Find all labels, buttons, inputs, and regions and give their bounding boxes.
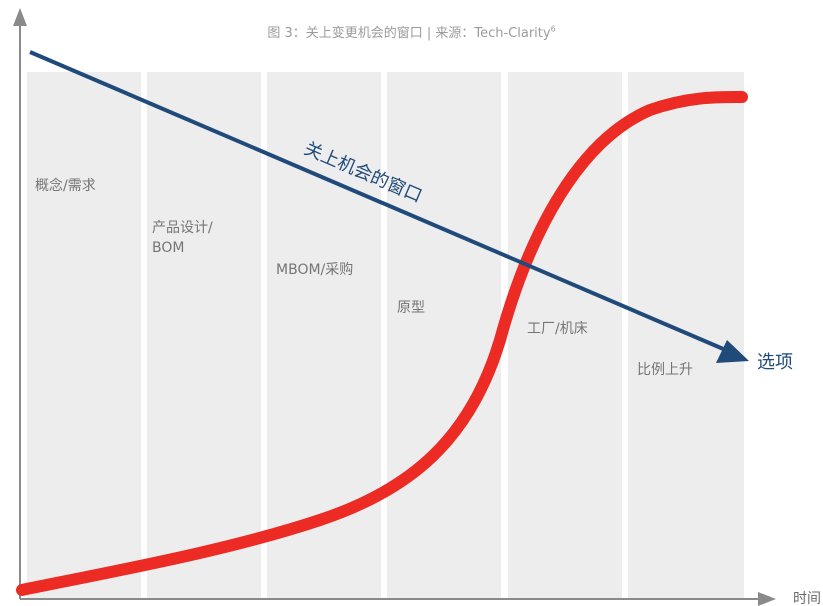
stage-bands bbox=[27, 72, 744, 599]
x-axis-arrow-icon bbox=[758, 592, 776, 606]
caption-text: 图 3：关上变更机会的窗口 | 来源：Tech-Clarity bbox=[267, 26, 551, 41]
caption-superscript: 6 bbox=[550, 24, 556, 34]
x-axis-label: 时间 bbox=[793, 591, 821, 606]
y-axis-arrow-icon bbox=[13, 8, 27, 26]
stage-label-5: 工厂/机床 bbox=[527, 321, 588, 337]
stage-band-4 bbox=[387, 72, 501, 599]
stage-label-2: 产品设计/ bbox=[152, 220, 213, 236]
window-line-arrow-icon bbox=[716, 340, 749, 363]
red-s-curve bbox=[16, 90, 748, 596]
options-label: 选项 bbox=[757, 352, 793, 373]
stage-labels: 概念/需求 产品设计/ BOM MBOM/采购 原型 工厂/机床 比例上升 bbox=[35, 177, 693, 378]
stage-band-5 bbox=[508, 72, 622, 599]
figure-caption: 图 3：关上变更机会的窗口 | 来源：Tech-Clarity6 bbox=[0, 22, 823, 41]
stage-band-1 bbox=[27, 72, 141, 599]
stage-band-6 bbox=[628, 72, 744, 599]
stage-label-4: 原型 bbox=[397, 300, 425, 316]
stage-label-2b: BOM bbox=[152, 240, 184, 256]
stage-label-3: MBOM/采购 bbox=[276, 262, 353, 278]
window-line bbox=[29, 50, 729, 353]
stage-label-6: 比例上升 bbox=[637, 362, 693, 378]
axes: 时间 bbox=[13, 8, 821, 606]
stage-band-2 bbox=[147, 72, 261, 599]
stage-label-1: 概念/需求 bbox=[35, 177, 96, 194]
